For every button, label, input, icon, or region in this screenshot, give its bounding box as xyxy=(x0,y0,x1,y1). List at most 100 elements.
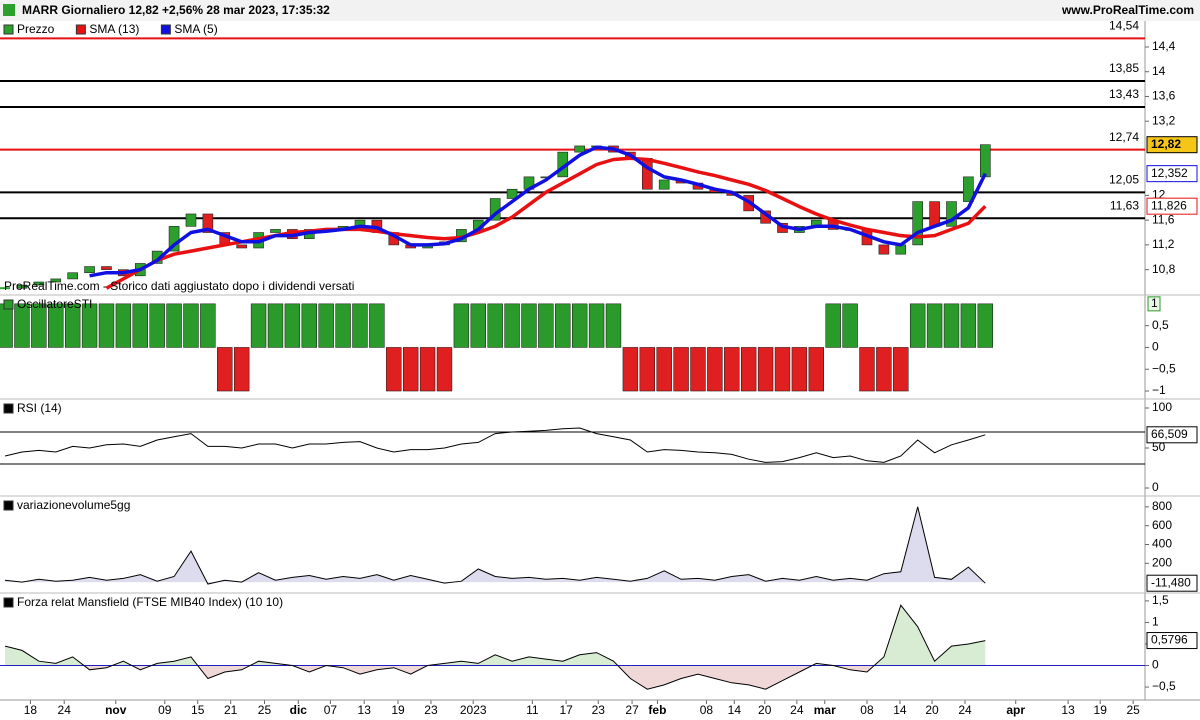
oscillator-bar xyxy=(217,347,233,392)
oscillator-bar xyxy=(436,347,453,392)
value-badge-label: 11,826 xyxy=(1151,198,1187,212)
value-badge-label: 66,509 xyxy=(1151,427,1188,441)
oscillator-bar xyxy=(250,303,267,348)
oscillator-bar xyxy=(301,303,317,348)
oscillator-bar xyxy=(791,347,808,392)
x-tick-label: nov xyxy=(105,703,127,717)
oscillator-bar xyxy=(774,347,791,392)
value-badge-label: -11,480 xyxy=(1151,575,1191,589)
oscillator-bar xyxy=(521,303,537,348)
area-negative xyxy=(84,665,875,690)
y-tick-label: 800 xyxy=(1152,499,1172,513)
legend-swatch xyxy=(3,500,14,511)
y-tick-label: −1 xyxy=(1152,383,1166,397)
price-level-label: 13,43 xyxy=(1109,87,1139,101)
oscillator-bar xyxy=(284,303,301,348)
y-tick-label: 0,5 xyxy=(1152,318,1169,332)
value-badge xyxy=(1146,165,1198,183)
candle xyxy=(574,145,585,153)
legend-swatch xyxy=(3,299,14,310)
oscillator-bar xyxy=(690,347,706,392)
value-badge xyxy=(1146,197,1198,215)
candle xyxy=(912,201,923,246)
x-tick-label: 07 xyxy=(324,703,338,717)
oscillator-bar xyxy=(81,303,98,348)
x-tick-label: 24 xyxy=(958,703,972,717)
x-tick-label: 08 xyxy=(700,703,714,717)
value-badge xyxy=(1146,426,1198,444)
x-tick-label: 19 xyxy=(1094,703,1108,717)
oscillator-bar xyxy=(0,303,13,348)
x-tick-label: 2023 xyxy=(460,703,487,717)
oscillator-bar xyxy=(149,303,165,348)
y-tick-label: 100 xyxy=(1152,400,1172,414)
oscillator-bar xyxy=(369,303,385,348)
x-tick-label: 25 xyxy=(1126,703,1140,717)
site-link[interactable]: www.ProRealTime.com xyxy=(1061,3,1194,17)
price-level-label: 14,54 xyxy=(1109,18,1139,32)
y-tick-label: 0 xyxy=(1152,340,1159,354)
oscillator-bar xyxy=(31,303,47,348)
candle xyxy=(67,272,78,280)
oscillator-bar xyxy=(656,347,672,392)
candle xyxy=(16,284,28,289)
oscillator-bar xyxy=(673,347,689,392)
y-tick-label: 13,6 xyxy=(1152,89,1176,103)
oscillator-bar xyxy=(64,303,81,348)
oscillator-bar xyxy=(48,303,64,348)
panel: 800 600 400 200 variazionevolume5gg -11,480 xyxy=(0,495,1200,592)
value-badge-label: 1 xyxy=(1151,296,1158,310)
x-tick-label: 08 xyxy=(860,703,874,717)
oscillator-bar xyxy=(402,347,419,392)
candle xyxy=(236,244,247,249)
legend-label: Prezzo xyxy=(17,22,55,36)
oscillator-bar xyxy=(115,303,132,348)
oscillator-bar xyxy=(233,347,250,392)
candle xyxy=(33,281,45,286)
oscillator-bar xyxy=(960,303,977,348)
y-tick-label: 0 xyxy=(1152,480,1159,494)
oscillator-bar xyxy=(740,347,757,392)
x-tick-label: 19 xyxy=(391,703,405,717)
y-tick-label: 1,5 xyxy=(1152,593,1169,607)
candle xyxy=(168,226,180,252)
watermark: ProRealTime.com - Storico dati aggiustat… xyxy=(4,279,354,293)
x-tick-label: 25 xyxy=(258,703,272,717)
legend-label: Forza relat Mansfield (FTSE MIB40 Index)… xyxy=(17,595,283,609)
legend-label: SMA (13) xyxy=(89,22,139,36)
x-tick-label: 11 xyxy=(526,703,539,717)
candle xyxy=(84,266,95,274)
legend-swatch xyxy=(75,24,86,35)
oscillator-bar xyxy=(555,303,571,348)
candle xyxy=(270,229,281,233)
legend-swatch xyxy=(3,597,14,608)
candle xyxy=(202,213,214,233)
legend-swatch xyxy=(160,24,171,35)
value-badge xyxy=(1147,296,1161,312)
moving-average xyxy=(105,156,987,290)
value-badge xyxy=(1146,136,1198,154)
legend-label: OscillatoreSTI xyxy=(17,297,92,311)
x-tick-label: dic xyxy=(290,703,308,717)
area-positive xyxy=(5,605,986,666)
candle xyxy=(506,188,518,199)
oscillator-bar xyxy=(707,347,723,392)
legend-swatch xyxy=(3,403,14,414)
oscillator-bar xyxy=(352,303,368,348)
oscillator-bar xyxy=(166,303,182,348)
oscillator-bar xyxy=(757,347,774,392)
oscillator-bar xyxy=(132,303,148,348)
x-tick-label: 14 xyxy=(728,703,742,717)
x-tick-label: 23 xyxy=(424,703,438,717)
candle xyxy=(185,213,197,227)
y-tick-label: 11,6 xyxy=(1152,212,1175,226)
price-level-label: 11,63 xyxy=(1110,198,1139,212)
x-tick-label: 18 xyxy=(24,703,38,717)
oscillator-bar xyxy=(926,303,943,348)
x-tick-label: 24 xyxy=(790,703,804,717)
area-line xyxy=(4,604,986,690)
value-badge-label: 0,5796 xyxy=(1151,633,1188,647)
